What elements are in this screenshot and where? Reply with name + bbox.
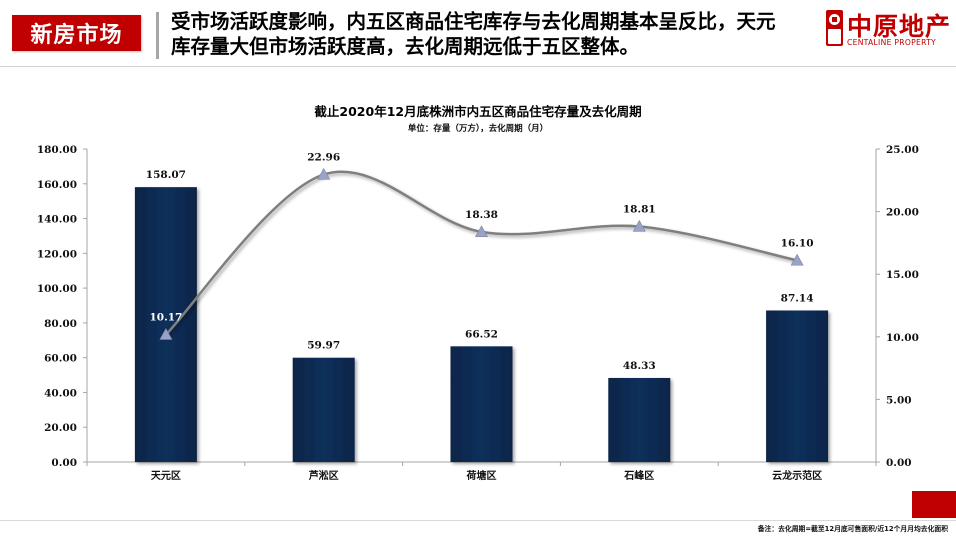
line-value-label: 10.17 (149, 312, 182, 324)
right-axis-tick-label: 5.00 (886, 394, 912, 406)
line-value-label: 16.10 (781, 237, 814, 249)
left-axis-tick-label: 160.00 (37, 179, 77, 191)
bar (766, 310, 829, 462)
header-divider (156, 12, 159, 59)
bar-value-label: 66.52 (465, 328, 498, 340)
category-label: 石峰区 (623, 469, 654, 482)
bar (450, 346, 513, 462)
left-axis-tick-label: 20.00 (44, 422, 77, 434)
centaline-logo-icon (826, 10, 843, 46)
left-axis-tick-label: 80.00 (44, 318, 77, 330)
triangle-marker-icon (632, 219, 646, 232)
header-rule (0, 66, 956, 67)
line-value-label: 18.81 (623, 203, 656, 215)
bar-value-label: 59.97 (307, 340, 340, 352)
centaline-logo: 中原地产 CENTALINE PROPERTY (826, 8, 951, 50)
data-labels: 158.07 59.97 66.52 48.33 87.14 10.17 22.96 18.3… (146, 152, 814, 372)
bar-value-label: 48.33 (623, 360, 656, 372)
right-axis-tick-label: 10.00 (886, 332, 919, 344)
section-tag: 新房市场 (12, 15, 141, 51)
category-label: 芦淞区 (309, 469, 339, 482)
bar (292, 357, 355, 462)
line-series (159, 167, 804, 340)
right-axis-tick-label: 25.00 (886, 144, 919, 156)
left-axis-tick-label: 100.00 (37, 283, 77, 295)
triangle-marker-icon (790, 253, 804, 266)
logo-chinese-name: 中原地产 (847, 12, 952, 41)
logo-english-name: CENTALINE PROPERTY (847, 38, 936, 47)
footnote: 备注：去化周期=截至12月底可售面积/近12个月月均去化面积 (757, 525, 948, 533)
category-label: 天元区 (151, 470, 181, 482)
headline-line-2: 库存量大但市场活跃度高，去化周期远低于五区整体。 (171, 35, 640, 58)
bar-series (134, 187, 829, 462)
left-axis-tick-label: 40.00 (44, 387, 77, 399)
chart-title: 截止2020年12月底株洲市内五区商品住宅存量及去化周期 (314, 104, 642, 119)
left-axis-tick-label: 140.00 (37, 214, 77, 226)
bar (608, 377, 671, 462)
left-axis-tick-label: 120.00 (37, 248, 77, 260)
right-axis-tick-label: 15.00 (886, 269, 919, 281)
brand-accent-block (912, 491, 956, 518)
bar (134, 187, 197, 462)
left-axis-tick-label: 180.00 (37, 144, 77, 156)
line-value-label: 18.38 (465, 209, 498, 221)
category-label: 荷塘区 (466, 469, 497, 482)
left-axis-tick-label: 60.00 (44, 353, 77, 365)
bar-value-label: 158.07 (146, 169, 186, 181)
headline: 受市场活跃度影响，内五区商品住宅库存与去化周期基本呈反比，天元 库存量大但市场活… (171, 9, 821, 59)
line-value-label: 22.96 (307, 152, 340, 164)
chart-subtitle: 单位：存量（万方），去化周期（月） (407, 124, 549, 134)
right-axis-tick-label: 0.00 (886, 457, 912, 469)
category-label: 云龙示范区 (772, 469, 822, 482)
left-axis-tick-label: 0.00 (51, 457, 77, 469)
bar-value-label: 87.14 (781, 292, 814, 304)
triangle-marker-icon (317, 167, 331, 180)
right-axis-tick-label: 20.00 (886, 207, 919, 219)
footer-rule (0, 520, 956, 521)
triangle-marker-icon (159, 328, 173, 340)
triangle-marker-icon (474, 225, 489, 237)
trend-line (165, 170, 798, 336)
headline-line-1: 受市场活跃度影响，内五区商品住宅库存与去化周期基本呈反比，天元 (171, 10, 776, 33)
